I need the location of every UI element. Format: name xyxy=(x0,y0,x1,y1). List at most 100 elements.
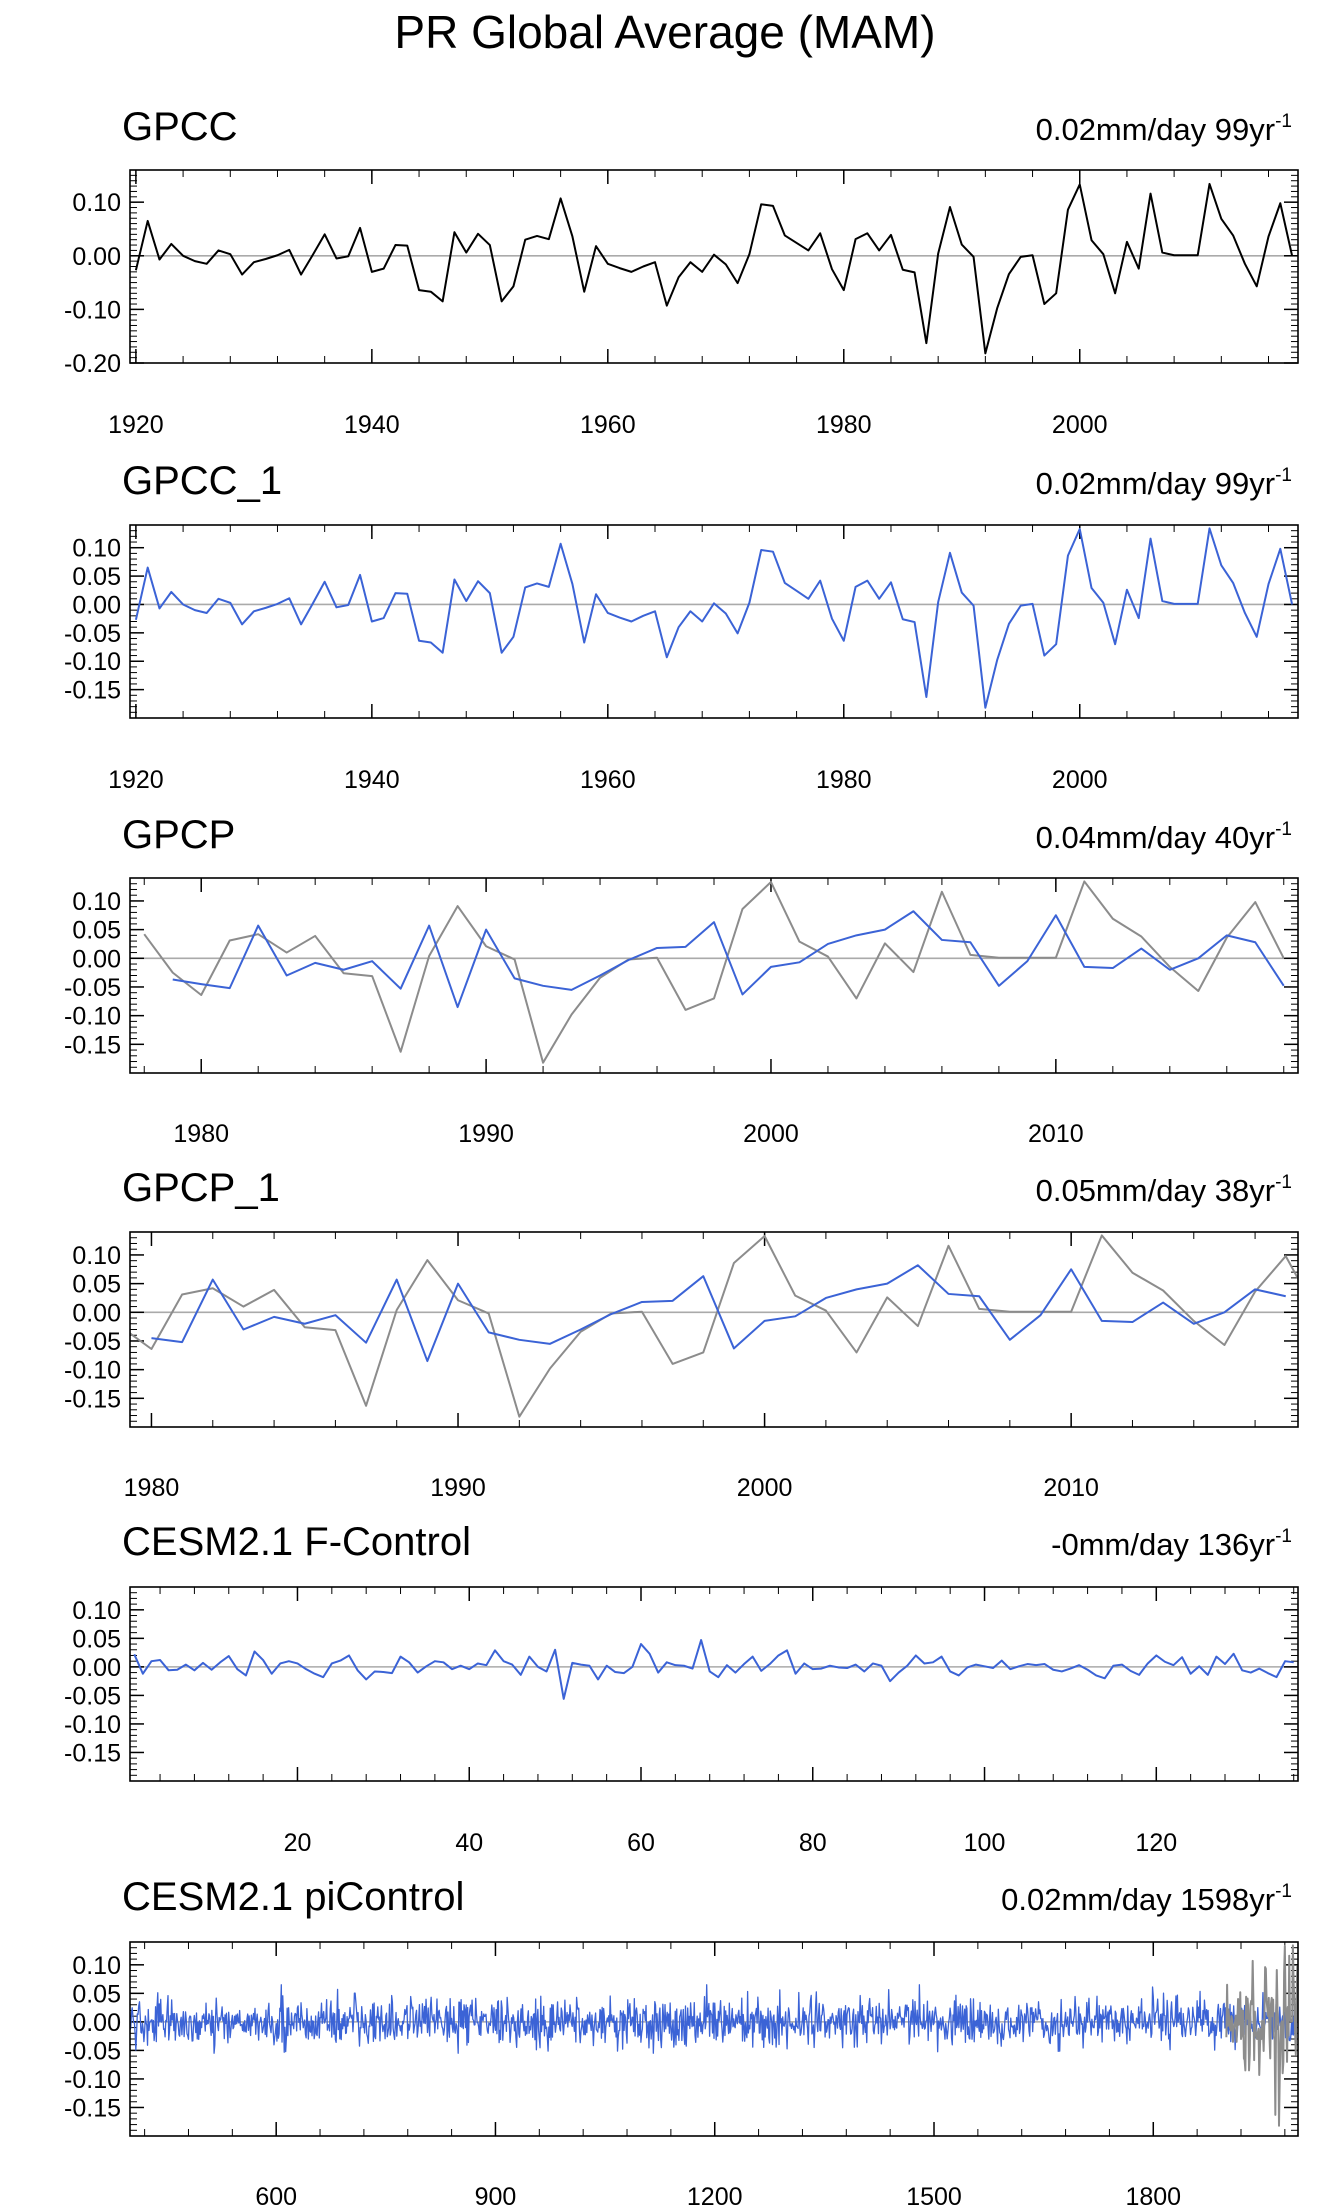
trend-annotation: 0.02mm/day 1598yr-1 xyxy=(1001,1881,1292,1917)
y-tick-label: 0.05 xyxy=(72,563,121,591)
x-tick-label: 600 xyxy=(255,2183,297,2211)
x-tick-label: 20 xyxy=(284,1829,312,1857)
y-tick-label: -0.10 xyxy=(64,1003,121,1031)
y-tick-label: 0.05 xyxy=(72,917,121,945)
trend-units-superscript: -1 xyxy=(1275,111,1292,132)
series-line-gpcp xyxy=(172,910,1285,1009)
y-tick-label: 0.10 xyxy=(72,189,121,217)
x-tick-label: 2010 xyxy=(1028,1120,1084,1148)
trend-units-superscript: -1 xyxy=(1275,1526,1292,1547)
y-tick-label: -0.15 xyxy=(64,1385,121,1413)
y-tick-label: -0.15 xyxy=(64,2094,121,2122)
panel-gpcc1: GPCC_1 0.02mm/day 99yr-1 0.100.050.00-0.05… xyxy=(64,459,1299,794)
x-tick-label: 1800 xyxy=(1125,2183,1181,2211)
plot-frame xyxy=(129,524,1299,719)
y-tick-label: 0.00 xyxy=(72,1654,121,1682)
x-tick-label: 1980 xyxy=(173,1120,229,1148)
plot-frame xyxy=(129,877,1299,1074)
panel-title: CESM2.1 F-Control xyxy=(122,1520,471,1564)
y-tick-label: -0.10 xyxy=(64,1711,121,1739)
series-line-gpcc-1 xyxy=(134,527,1294,709)
x-tick-label: 100 xyxy=(964,1829,1006,1857)
figure-title: PR Global Average (MAM) xyxy=(394,6,936,58)
y-tick-label: 0.00 xyxy=(72,243,121,271)
panel-gpcp1: GPCP_1 0.05mm/day 38yr-1 0.100.050.00-0.05… xyxy=(64,1166,1299,1502)
x-tick-label: 1960 xyxy=(580,766,636,794)
panel-picontrol: CESM2.1 piControl 0.02mm/day 1598yr-1 0.10… xyxy=(64,1875,1299,2211)
series-line-gpcc-reference xyxy=(143,880,1285,1064)
x-tick-label: 60 xyxy=(627,1829,655,1857)
y-tick-label: -0.05 xyxy=(64,974,121,1002)
series-line-cesm2-1-picontrol xyxy=(130,1984,1298,2054)
y-tick-label: 0.05 xyxy=(72,1625,121,1653)
trend-units-superscript: -1 xyxy=(1275,819,1292,840)
x-tick-label: 1940 xyxy=(344,411,400,439)
y-tick-label: 0.05 xyxy=(72,1271,121,1299)
y-tick-label: -0.20 xyxy=(64,350,121,378)
trend-units-superscript: -1 xyxy=(1275,1172,1292,1193)
panel-title: GPCC_1 xyxy=(122,459,282,503)
x-tick-label: 120 xyxy=(1135,1829,1177,1857)
trend-units-superscript: -1 xyxy=(1275,465,1292,486)
x-tick-label: 1920 xyxy=(108,766,164,794)
x-tick-label: 2000 xyxy=(737,1474,793,1502)
trend-annotation: -0mm/day 136yr-1 xyxy=(1051,1526,1292,1562)
y-tick-label: 0.10 xyxy=(72,888,121,916)
y-tick-label: -0.05 xyxy=(64,2037,121,2065)
panel-title: GPCP xyxy=(122,813,235,857)
series-line-gpcp-1 xyxy=(151,1264,1286,1363)
y-tick-label: 0.10 xyxy=(72,535,121,563)
x-tick-label: 1960 xyxy=(580,411,636,439)
y-tick-label: -0.15 xyxy=(64,1031,121,1059)
x-tick-label: 40 xyxy=(455,1829,483,1857)
series-line-gpcc xyxy=(134,182,1294,355)
y-tick-label: 0.10 xyxy=(72,1597,121,1625)
panel-fcontrol: CESM2.1 F-Control -0mm/day 136yr-10.100.0… xyxy=(64,1520,1299,1857)
x-tick-label: 1980 xyxy=(816,766,872,794)
y-tick-label: 0.10 xyxy=(72,1952,121,1980)
y-tick-label: 0.00 xyxy=(72,591,121,619)
panel-title: GPCC xyxy=(122,105,238,149)
x-tick-label: 1980 xyxy=(124,1474,180,1502)
plot-frame xyxy=(129,169,1299,364)
y-tick-label: 0.05 xyxy=(72,1980,121,2008)
panel-gpcp: GPCP 0.04mm/day 40yr-10.100.050.00-0.05-0… xyxy=(64,813,1299,1148)
series-line-gpcc-reference xyxy=(130,1234,1298,1418)
x-tick-label: 1920 xyxy=(108,411,164,439)
x-tick-label: 1500 xyxy=(906,2183,962,2211)
x-tick-label: 2000 xyxy=(743,1120,799,1148)
trend-annotation: 0.05mm/day 38yr-1 xyxy=(1036,1172,1292,1208)
trend-annotation: 0.02mm/day 99yr-1 xyxy=(1036,111,1292,147)
x-tick-label: 1990 xyxy=(458,1120,514,1148)
y-tick-label: 0.00 xyxy=(72,1299,121,1327)
x-tick-label: 80 xyxy=(799,1829,827,1857)
x-tick-label: 2000 xyxy=(1052,766,1108,794)
x-tick-label: 900 xyxy=(475,2183,517,2211)
y-tick-label: -0.10 xyxy=(64,648,121,676)
trend-units-superscript: -1 xyxy=(1275,1881,1292,1902)
trend-annotation: 0.04mm/day 40yr-1 xyxy=(1036,819,1292,855)
x-tick-label: 1980 xyxy=(816,411,872,439)
plot-frame xyxy=(129,1941,1299,2137)
x-tick-label: 1940 xyxy=(344,766,400,794)
panel-title: GPCP_1 xyxy=(122,1166,280,1210)
y-tick-label: 0.10 xyxy=(72,1242,121,1270)
panel-title: CESM2.1 piControl xyxy=(122,1875,464,1919)
x-tick-label: 2000 xyxy=(1052,411,1108,439)
y-tick-label: -0.05 xyxy=(64,620,121,648)
y-tick-label: -0.10 xyxy=(64,296,121,324)
y-tick-label: -0.10 xyxy=(64,1357,121,1385)
x-tick-label: 2010 xyxy=(1043,1474,1099,1502)
y-tick-label: -0.10 xyxy=(64,2066,121,2094)
y-tick-label: -0.15 xyxy=(64,1739,121,1767)
y-tick-label: -0.05 xyxy=(64,1328,121,1356)
y-tick-label: -0.15 xyxy=(64,677,121,705)
x-tick-label: 1200 xyxy=(687,2183,743,2211)
series-line-gpcc-reference xyxy=(1225,1944,1298,2127)
series-line-cesm2-1-f-control xyxy=(133,1639,1294,1700)
trend-annotation: 0.02mm/day 99yr-1 xyxy=(1036,465,1292,501)
y-tick-label: 0.00 xyxy=(72,945,121,973)
plot-frame xyxy=(129,1231,1299,1428)
plot-frame xyxy=(129,1586,1299,1782)
